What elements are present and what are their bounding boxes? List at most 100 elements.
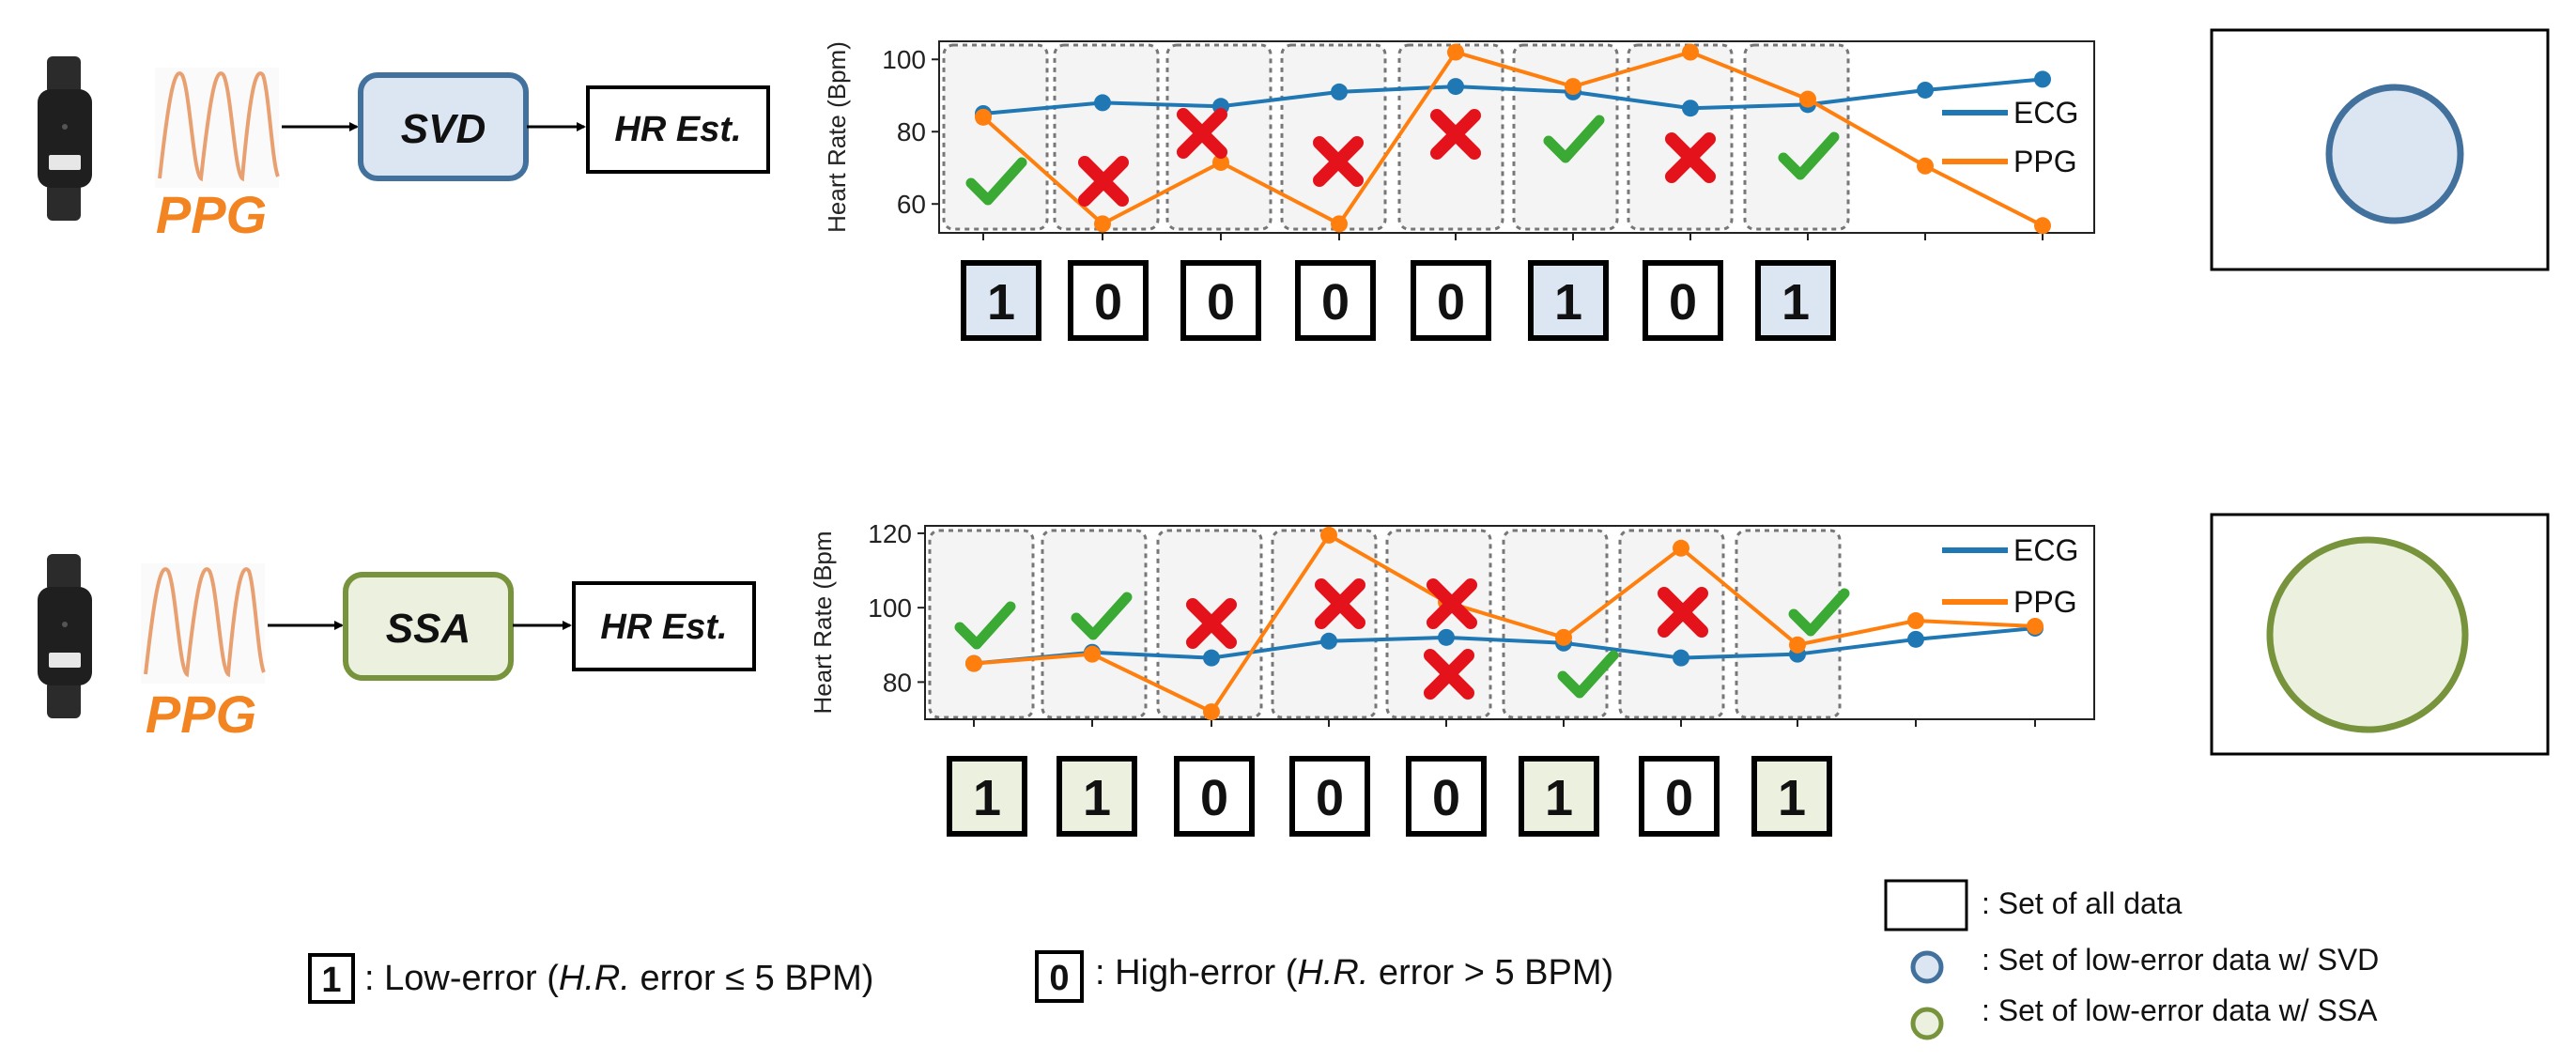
segment-window (1502, 529, 1609, 719)
svd-chart: 60 80 100 Heart Rate (Bpm) ECG PPG (806, 0, 2104, 252)
hr-est-label: HR Est. (600, 608, 727, 647)
ssa-chart: 80 100 120 Heart Rate (Bpm ECG PPG (806, 515, 2104, 740)
binary-label-text: 1 (1083, 770, 1111, 826)
data-point-ecg (1331, 83, 1348, 100)
check-mark-icon (1071, 592, 1133, 640)
hr-est-label: HR Est. (614, 110, 741, 149)
watch-device-icon (38, 554, 92, 718)
binary-legend: 1 : Low-error (H.R. error ≤ 5 BPM) 0 : H… (308, 950, 1613, 1004)
legend-all-data-box (1884, 879, 1968, 931)
data-point-ppg (1673, 539, 1689, 557)
binary-label-box (1295, 260, 1376, 341)
binary-labels-svd: 1 0 0 0 0 1 0 1 (961, 260, 1836, 341)
binary-label-text: 1 (973, 770, 1001, 826)
data-point-ppg (2027, 617, 2044, 635)
binary-label-box (1289, 756, 1370, 837)
legend-one-key-text: 1 (321, 961, 341, 1000)
binary-label-text: 0 (1432, 770, 1460, 826)
binary-label-box (1174, 756, 1255, 837)
data-point-ppg (2034, 217, 2051, 235)
ssa-circle (2266, 536, 2469, 733)
binary-label-text: 1 (1545, 770, 1573, 826)
data-point-ecg (1907, 630, 1924, 648)
cross-mark-icon (1177, 108, 1227, 159)
data-point-ppg (1555, 628, 1572, 646)
legend-zero-key (1035, 950, 1084, 1003)
binary-label-text: 0 (1207, 274, 1235, 331)
series-line-ppg (973, 532, 2036, 715)
segment-window (1165, 43, 1273, 231)
svd-circle (2325, 84, 2464, 224)
ppg-label: PPG (156, 185, 267, 244)
binary-label-text: 0 (1200, 770, 1228, 826)
data-point-ecg (2034, 70, 2051, 88)
legend-one-key (308, 953, 355, 1004)
y-tick-label: 80 (883, 668, 912, 697)
ssa-label: SSA (386, 606, 470, 652)
binary-label-box (1751, 756, 1832, 837)
cross-mark-icon (1424, 649, 1474, 700)
binary-labels-ssa: 1 1 0 0 0 1 0 1 (947, 756, 1832, 837)
data-point-ecg (1682, 100, 1699, 117)
cross-mark-icon (1186, 598, 1237, 649)
binary-label-box (1519, 756, 1599, 837)
ppg-label: PPG (146, 685, 256, 744)
check-mark-icon (965, 157, 1027, 206)
cross-mark-icon (1658, 587, 1708, 638)
cross-mark-icon (1665, 132, 1716, 183)
binary-label-box (1068, 260, 1149, 341)
binary-label-box (947, 756, 1027, 837)
data-point-ppg (1094, 215, 1111, 233)
binary-label-box (1411, 260, 1491, 341)
plot-frame (924, 525, 2095, 720)
binary-label-box (1755, 260, 1836, 341)
data-point-ppg (965, 654, 982, 672)
legend-label-ecg: ECG (2013, 533, 2078, 567)
legend-label-ppg: PPG (2013, 145, 2077, 178)
binary-label-text: 0 (1669, 274, 1697, 331)
cross-mark-icon (1427, 578, 1477, 629)
y-axis-label: Heart Rate (Bpm (809, 531, 837, 714)
svd-label: SVD (401, 106, 486, 152)
data-point-ppg (1447, 43, 1464, 61)
ppg-waveform-icon (155, 68, 280, 188)
binary-label-text: 0 (1316, 770, 1344, 826)
data-point-ppg (975, 108, 992, 126)
segment-window (1041, 529, 1148, 719)
data-point-ecg (1320, 632, 1337, 650)
check-mark-icon (1557, 650, 1619, 699)
data-point-ecg (1438, 628, 1455, 646)
data-point-ppg (1907, 612, 1924, 630)
segment-window (942, 43, 1049, 231)
hr-est-box (572, 581, 756, 671)
binary-label-text: 0 (1665, 770, 1693, 826)
data-point-ppg (1682, 43, 1699, 61)
legend-low-error-text: : Low-error (H.R. error ≤ 5 BPM) (364, 959, 873, 998)
legend-label-ecg: ECG (2013, 96, 2078, 130)
data-point-ppg (1565, 78, 1581, 96)
hr-est-box (586, 85, 770, 174)
data-point-ppg (1331, 215, 1348, 233)
check-mark-icon (954, 601, 1016, 650)
binary-label-box (1180, 260, 1261, 341)
cross-mark-icon (1315, 578, 1365, 629)
binary-label-text: 1 (1782, 274, 1810, 331)
binary-label-box (1057, 756, 1137, 837)
check-mark-icon (1543, 115, 1605, 163)
data-point-ppg (1203, 703, 1220, 721)
data-point-ppg (1212, 153, 1229, 171)
ssa-box (343, 572, 514, 681)
svd-box (358, 72, 529, 181)
y-tick-label: 120 (868, 519, 912, 548)
binary-label-text: 1 (1778, 770, 1806, 826)
data-point-ppg (1789, 636, 1806, 654)
cross-mark-icon (1313, 136, 1364, 187)
legend-svd-text: : Set of low-error data w/ SVD (1982, 943, 2379, 977)
y-tick-label: 60 (897, 190, 926, 219)
legend-ssa-circle (1910, 1007, 1944, 1040)
cross-mark-icon (1430, 109, 1481, 160)
binary-label-box (961, 260, 1041, 341)
y-tick-label: 80 (897, 117, 926, 146)
data-point-ecg (1447, 78, 1464, 96)
